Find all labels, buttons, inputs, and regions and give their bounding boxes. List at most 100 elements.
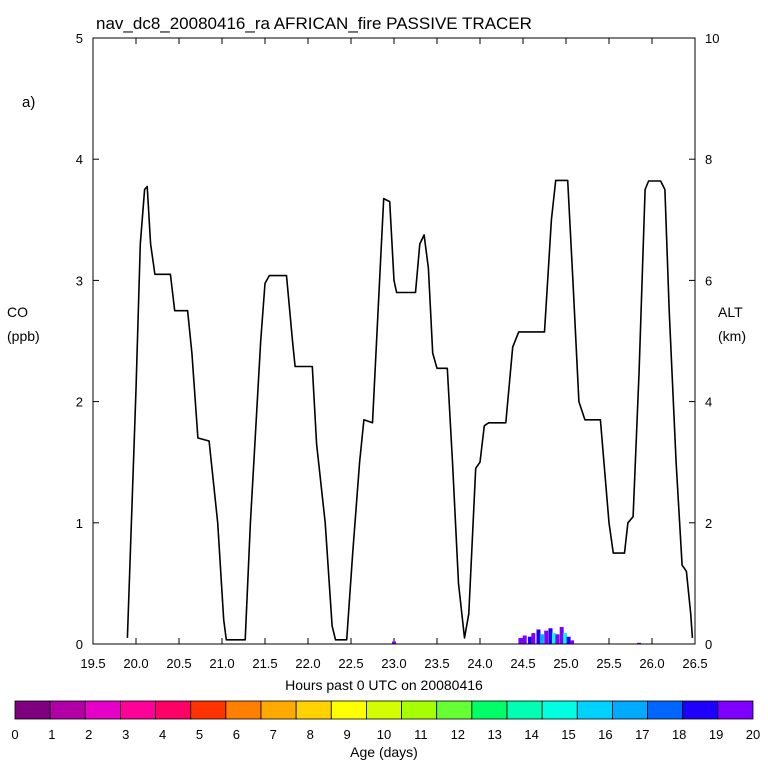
colorbar-tick-label: 14 <box>524 727 538 742</box>
x-tick-label: 20.5 <box>166 656 191 671</box>
tracer-bar <box>522 635 527 644</box>
colorbar-swatch <box>49 700 86 720</box>
colorbar-tick-label: 8 <box>307 727 314 742</box>
colorbar-swatch <box>471 700 508 720</box>
colorbar-tick-label: 11 <box>414 727 428 742</box>
x-tick-label: 23.5 <box>424 656 449 671</box>
colorbar-tick-label: 16 <box>598 727 612 742</box>
colorbar-tick-label: 17 <box>635 727 649 742</box>
tracer-bar <box>544 630 549 644</box>
tracer-bar <box>570 640 575 644</box>
panel-label: a) <box>22 94 35 111</box>
y-right-tick-label: 6 <box>705 273 712 288</box>
tracer-bar <box>551 633 556 644</box>
colorbar-swatch <box>260 700 297 720</box>
colorbar-swatch <box>541 700 578 720</box>
tracer-bar <box>518 637 523 644</box>
colorbar-tick-label: 20 <box>746 727 760 742</box>
colorbar-swatch <box>14 700 51 720</box>
tracer-bar <box>527 636 532 644</box>
y-right-units: (km) <box>718 328 746 344</box>
y-right-tick-label: 10 <box>705 31 719 46</box>
x-tick-label: 19.5 <box>80 656 105 671</box>
x-tick-label: 24.5 <box>510 656 535 671</box>
colorbar-tick-label: 12 <box>451 727 465 742</box>
colorbar-tick-label: 5 <box>196 727 203 742</box>
colorbar-tick-label: 9 <box>343 727 350 742</box>
x-tick-label: 21.5 <box>252 656 277 671</box>
tracer-bar <box>555 634 560 644</box>
y-left-tick-label: 3 <box>76 273 83 288</box>
x-tick-label: 21.0 <box>209 656 234 671</box>
altitude-series <box>126 179 694 641</box>
colorbar-tick-label: 6 <box>233 727 240 742</box>
x-tick-label: 25.5 <box>596 656 621 671</box>
x-tick-label: 23.0 <box>381 656 406 671</box>
colorbar-tick-label: 4 <box>159 727 166 742</box>
tracer-bar <box>559 627 564 644</box>
y-left-units: (ppb) <box>7 328 40 344</box>
colorbar-swatch <box>155 700 192 720</box>
chart-title: nav_dc8_20080416_ra AFRICAN_fire PASSIVE… <box>96 14 532 33</box>
colorbar-swatch <box>84 700 121 720</box>
colorbar-tick-label: 0 <box>11 727 18 742</box>
colorbar-tick-label: 2 <box>85 727 92 742</box>
x-tick-label: 22.0 <box>295 656 320 671</box>
plot-frame <box>92 37 696 645</box>
x-tick-label: 26.0 <box>639 656 664 671</box>
tracer-bar <box>531 633 536 644</box>
colorbar-swatch <box>436 700 473 720</box>
colorbar-tick-label: 1 <box>48 727 55 742</box>
colorbar-swatch <box>647 700 684 720</box>
tracer-bar <box>539 634 544 644</box>
colorbar-swatch <box>401 700 438 720</box>
tracer-bar <box>566 636 571 644</box>
colorbar-tick-label: 13 <box>487 727 501 742</box>
colorbar-tick-label: 18 <box>672 727 686 742</box>
y-right-tick-label: 4 <box>705 395 712 410</box>
colorbar-tick-label: 10 <box>377 727 391 742</box>
x-tick-label: 24.0 <box>467 656 492 671</box>
age-colorbar: 0 1 2 3 4 5 6 7 8 9 10 11 12 13 14 15 16 17 18 19 20 <box>11 700 760 742</box>
colorbar-swatch <box>682 700 719 720</box>
colorbar-tick-label: 3 <box>122 727 129 742</box>
colorbar-swatch <box>225 700 262 720</box>
y-left-tick-label: 2 <box>76 395 83 410</box>
y-right-tick-label: 2 <box>705 516 712 531</box>
tracer-bar <box>392 641 396 644</box>
colorbar-label: Age (days) <box>350 744 418 760</box>
colorbar-swatch <box>190 700 227 720</box>
x-tick-label: 26.5 <box>682 656 707 671</box>
y-left-label: CO <box>7 304 28 320</box>
colorbar-swatch <box>330 700 367 720</box>
axis-ticks: 19.5 20.0 20.5 21.0 21.5 22.0 22.5 23.0 23.5 24.0… <box>76 31 720 671</box>
y-left-tick-label: 0 <box>76 637 83 652</box>
colorbar-tick-label: 15 <box>561 727 575 742</box>
x-tick-label: 25.0 <box>553 656 578 671</box>
x-axis-label: Hours past 0 UTC on 20080416 <box>285 677 483 693</box>
x-tick-label: 20.0 <box>123 656 148 671</box>
y-left-tick-label: 5 <box>76 31 83 46</box>
y-right-label: ALT <box>718 304 743 320</box>
colorbar-swatch <box>612 700 648 720</box>
y-right-tick-label: 8 <box>705 152 712 167</box>
tracer-bar <box>548 628 553 644</box>
x-tick-label: 22.5 <box>338 656 363 671</box>
colorbar-swatch <box>120 700 156 720</box>
colorbar-swatch <box>576 700 613 720</box>
y-right-tick-label: 0 <box>705 637 712 652</box>
colorbar-tick-label: 19 <box>709 727 723 742</box>
colorbar-swatch <box>506 700 543 720</box>
colorbar-swatch <box>366 700 402 720</box>
colorbar-swatch <box>717 700 754 720</box>
y-left-tick-label: 4 <box>76 152 83 167</box>
tracer-bar <box>563 633 568 644</box>
colorbar-swatch <box>295 700 332 720</box>
altitude-line <box>126 179 694 641</box>
y-left-tick-label: 1 <box>76 516 83 531</box>
tracer-bar <box>637 642 642 644</box>
colorbar-tick-label: 7 <box>270 727 277 742</box>
tracer-bar <box>536 629 541 644</box>
tracer-bars <box>392 627 642 644</box>
